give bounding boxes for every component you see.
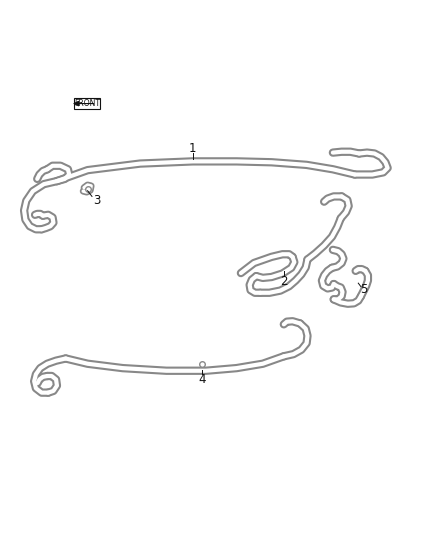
Text: 3: 3 [94,195,101,207]
Text: 4: 4 [198,373,206,386]
FancyBboxPatch shape [74,98,100,109]
Text: 5: 5 [360,283,367,296]
Text: FRONT: FRONT [74,99,100,108]
Text: 1: 1 [189,142,197,155]
Text: 2: 2 [280,276,288,288]
